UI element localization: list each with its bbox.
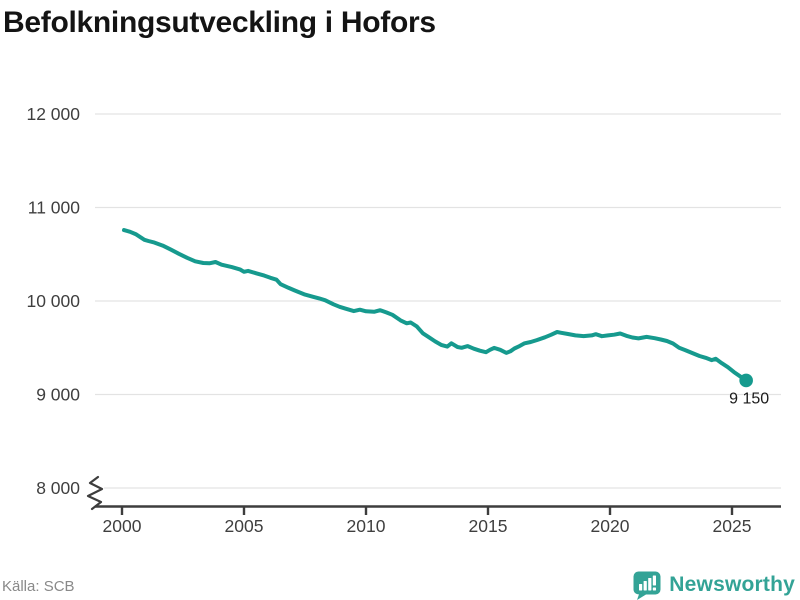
newsworthy-brand: Newsworthy <box>632 570 795 600</box>
y-axis-tick-label: 8 000 <box>36 478 80 498</box>
axis-break-icon <box>86 475 104 511</box>
chart-title: Befolkningsutveckling i Hofors <box>3 6 436 39</box>
y-axis-tick-label: 9 000 <box>36 385 80 405</box>
endpoint-value-label: 9 150 <box>729 390 769 407</box>
population-line <box>122 228 749 383</box>
x-axis-tick-label: 2005 <box>225 516 264 536</box>
newsworthy-logo-icon <box>633 571 661 600</box>
chart-footer: Källa: SCB Newsworthy <box>0 570 800 600</box>
source-label: Källa: SCB <box>2 578 75 595</box>
x-axis-tick-label: 2025 <box>713 516 752 536</box>
x-axis-tick-label: 2020 <box>591 516 630 536</box>
x-axis-tick-label: 2015 <box>469 516 508 536</box>
y-axis-tick-label: 11 000 <box>28 198 80 218</box>
x-axis-tick-label: 2010 <box>347 516 386 536</box>
y-axis-tick-label: 12 000 <box>26 104 80 124</box>
brand-name: Newsworthy <box>669 573 795 596</box>
y-axis-tick-label: 10 000 <box>26 291 80 311</box>
endpoint-dot <box>739 373 753 388</box>
x-axis-tick-label: 2000 <box>103 516 142 536</box>
